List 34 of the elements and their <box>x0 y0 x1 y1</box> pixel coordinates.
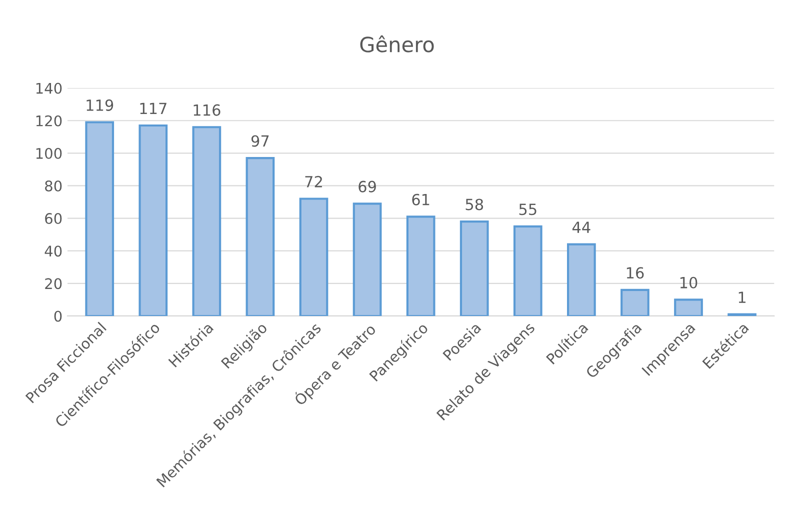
data-label: 10 <box>680 276 698 288</box>
y-tick-label: 0 <box>54 310 62 322</box>
data-label: 16 <box>626 267 644 279</box>
y-tick-label: 60 <box>45 213 62 224</box>
bar <box>674 298 703 316</box>
data-label: 117 <box>140 102 166 114</box>
y-tick-label: 140 <box>36 82 62 94</box>
data-label: 44 <box>572 222 590 233</box>
y-tick-label: 20 <box>45 278 62 290</box>
bar <box>138 124 168 316</box>
bar <box>299 198 328 316</box>
bar <box>352 202 382 316</box>
bar <box>566 243 596 316</box>
data-label: 61 <box>412 194 430 206</box>
data-label: 1 <box>738 292 746 303</box>
bar <box>460 220 489 316</box>
y-tick-label: 80 <box>45 180 62 192</box>
bar <box>620 288 650 316</box>
bar <box>406 216 436 316</box>
bar <box>192 126 222 316</box>
data-label: 116 <box>194 104 220 116</box>
data-label: 69 <box>358 180 376 192</box>
chart-title: Gênero <box>360 35 434 52</box>
data-label: 55 <box>519 204 536 216</box>
y-tick-label: 100 <box>36 148 62 159</box>
data-label: 119 <box>86 99 114 111</box>
bar <box>513 225 542 316</box>
data-label: 72 <box>305 176 322 188</box>
data-label: 58 <box>466 198 484 210</box>
data-label: 97 <box>251 135 269 147</box>
bar <box>246 157 275 316</box>
y-tick-label: 120 <box>36 115 62 126</box>
bar <box>85 121 114 316</box>
y-tick-label: 40 <box>44 246 62 257</box>
